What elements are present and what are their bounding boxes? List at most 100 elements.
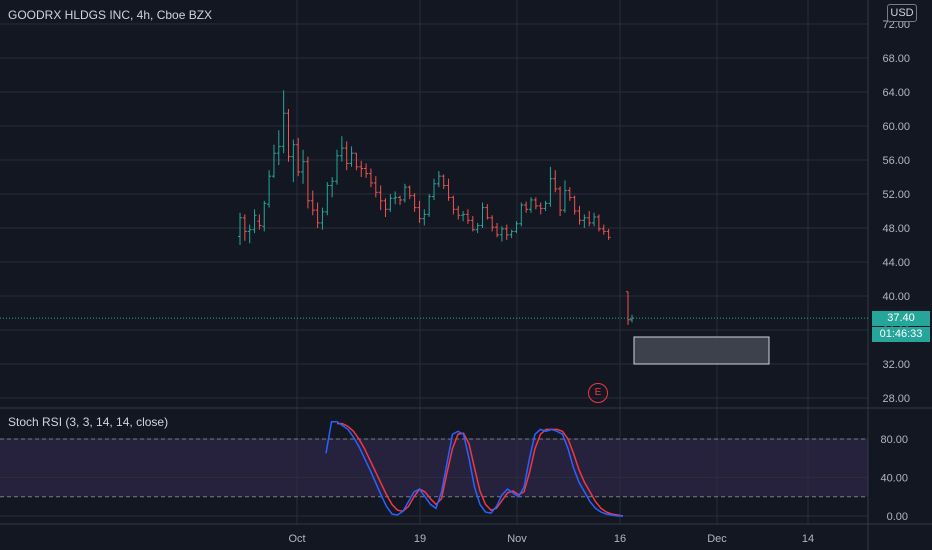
ohlc-bar (407, 185, 412, 200)
ohlc-bar (601, 224, 606, 235)
ohlc-bar (436, 171, 441, 188)
drawing-rectangle (633, 336, 770, 365)
stoch-rsi-title[interactable]: Stoch RSI (3, 3, 14, 14, close) (8, 415, 169, 429)
ohlc-bar (247, 224, 252, 244)
ohlc-bar (470, 216, 475, 232)
ohlc-bar (267, 170, 272, 208)
ohlc-bar (465, 209, 470, 224)
ohlc-bar (553, 170, 558, 193)
time-axis-tick: 19 (414, 533, 426, 545)
symbol-title[interactable]: GOODRX HLDGS INC, 4h, Cboe BZX (8, 8, 213, 22)
bar-countdown-tag: 01:46:33 (872, 327, 930, 342)
ohlc-bar (320, 207, 325, 230)
ohlc-bar (364, 163, 369, 178)
ohlc-bar (398, 195, 403, 206)
ohlc-bar (582, 214, 587, 228)
ohlc-bar (577, 205, 582, 225)
price-axis-tick: 40.00 (882, 291, 910, 303)
price-axis-tick: 52.00 (882, 189, 910, 201)
ohlc-bar (543, 200, 548, 211)
ohlc-bar (393, 191, 398, 205)
ohlc-bar (330, 177, 335, 198)
ohlc-bar (262, 200, 267, 232)
ohlc-bar (417, 200, 422, 223)
last-price-tag: 37.40 (872, 311, 930, 326)
ohlc-bar (368, 168, 373, 188)
earnings-marker[interactable]: E (588, 383, 608, 403)
ohlc-bar (427, 194, 432, 217)
price-axis-tick: 28.00 (882, 393, 910, 405)
ohlc-bar (238, 212, 242, 245)
ohlc-bar (281, 90, 286, 154)
ohlc-bar (402, 183, 407, 203)
ohlc-bar (519, 202, 524, 227)
ohlc-bar (291, 139, 296, 183)
ohlc-bar (441, 174, 446, 189)
rsi-axis-tick: 80.00 (880, 434, 908, 446)
ohlc-bar (378, 185, 383, 211)
ohlc-bar (301, 149, 306, 184)
ohlc-bar (538, 202, 543, 215)
stoch-rsi-d-line (337, 422, 624, 517)
time-axis-tick: Nov (507, 533, 527, 545)
ohlc-bar (422, 209, 427, 226)
ohlc-bar (485, 204, 490, 220)
rsi-axis-tick: 0.00 (887, 511, 908, 523)
ohlc-bar (567, 187, 572, 201)
price-axis-tick: 68.00 (882, 53, 910, 65)
ohlc-bar (335, 149, 339, 185)
ohlc-bar (349, 146, 354, 167)
ohlc-bar (630, 314, 634, 323)
ohlc-bar (339, 136, 344, 162)
time-axis-tick: Dec (707, 533, 727, 545)
price-axis-tick: 56.00 (882, 155, 910, 167)
time-axis-tick: 14 (802, 533, 814, 545)
time-axis-tick: 16 (614, 533, 626, 545)
price-axis-tick: 60.00 (882, 121, 910, 133)
ohlc-bar (257, 214, 262, 230)
ohlc-bar (310, 190, 315, 216)
ohlc-bar (344, 141, 349, 171)
ohlc-bar (388, 194, 393, 212)
ohlc-bar (412, 193, 417, 212)
ohlc-bar (480, 202, 485, 228)
rsi-axis-tick: 40.00 (880, 473, 908, 485)
ohlc-bar (514, 221, 519, 234)
ohlc-bar (495, 222, 500, 238)
ohlc-bar (524, 201, 529, 213)
ohlc-bar (286, 109, 291, 162)
ohlc-bar (305, 156, 310, 209)
ohlc-bar (587, 211, 592, 227)
ohlc-bar (276, 130, 281, 166)
currency-button[interactable]: USD (887, 4, 917, 22)
ohlc-bar (446, 178, 451, 201)
ohlc-bar (359, 160, 364, 177)
ohlc-bar (626, 291, 630, 325)
ohlc-bar (252, 209, 257, 234)
ohlc-bar (499, 226, 504, 242)
price-axis-tick: 72.00 (882, 19, 910, 31)
ohlc-bar (461, 211, 466, 222)
ohlc-bar (451, 195, 456, 215)
ohlc-bar (271, 144, 276, 178)
ohlc-bar (475, 222, 480, 234)
ohlc-bar (432, 178, 436, 200)
price-axis-tick: 48.00 (882, 223, 910, 235)
ohlc-bar (592, 212, 597, 227)
ohlc-bar (548, 166, 553, 207)
rsi-band (0, 439, 868, 497)
ohlc-bar (456, 205, 461, 220)
ohlc-bar (562, 180, 567, 213)
ohlc-bar (572, 195, 577, 215)
ohlc-bar (529, 197, 533, 213)
ohlc-bar (296, 137, 301, 177)
price-axis-tick: 64.00 (882, 87, 910, 99)
price-axis-tick: 32.00 (882, 359, 910, 371)
time-axis-tick: Oct (288, 533, 305, 545)
ohlc-bar (373, 176, 378, 198)
ohlc-bar (533, 197, 538, 210)
ohlc-bar (490, 215, 495, 232)
ohlc-bar (354, 152, 359, 171)
